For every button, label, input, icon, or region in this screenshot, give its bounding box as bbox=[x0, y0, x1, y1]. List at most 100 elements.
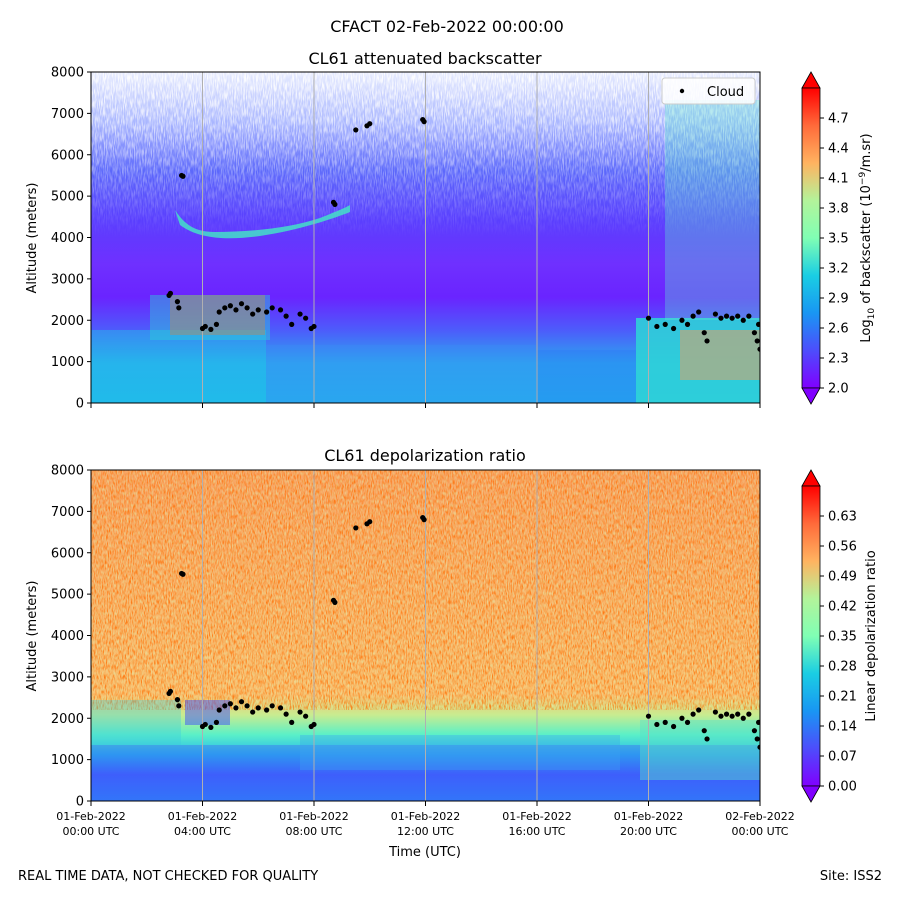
site-label: Site: ISS2 bbox=[819, 869, 882, 884]
cloud-point bbox=[684, 321, 691, 327]
cloud-point bbox=[645, 713, 652, 719]
cloud-point bbox=[679, 715, 685, 721]
cloud-point bbox=[289, 719, 295, 725]
cloud-point bbox=[255, 705, 261, 711]
cloud-point bbox=[684, 719, 691, 725]
backscatter-x-tick-marks bbox=[90, 403, 761, 408]
cloud-point bbox=[202, 323, 208, 330]
cloud-point bbox=[729, 713, 735, 719]
cloud-point bbox=[283, 711, 289, 717]
x-tick-time: 12:00 UTC bbox=[397, 825, 454, 838]
cloud-point bbox=[645, 315, 652, 321]
cloud-point bbox=[244, 703, 250, 709]
colorbar-tick-label: 2.3 bbox=[828, 352, 849, 367]
cloud-point bbox=[167, 290, 174, 296]
y-tick-label: 5000 bbox=[51, 190, 84, 205]
depolarization-colorbar-label: Linear depolarization ratio bbox=[864, 550, 879, 721]
colorbar-tick-label: 0.21 bbox=[828, 690, 857, 705]
backscatter-y-label: Altitude (meters) bbox=[25, 183, 40, 294]
cloud-point bbox=[311, 323, 317, 330]
cloud-point bbox=[264, 707, 270, 713]
cloud-point bbox=[167, 688, 174, 694]
cloud-point bbox=[180, 571, 186, 577]
x-tick-time: 08:00 UTC bbox=[285, 825, 342, 838]
y-tick-label: 6000 bbox=[51, 148, 84, 163]
cloud-point bbox=[277, 307, 284, 313]
cloud-point bbox=[757, 346, 760, 352]
cloud-point bbox=[367, 519, 373, 525]
y-tick-label: 7000 bbox=[51, 107, 84, 122]
cloud-point bbox=[216, 707, 222, 713]
cloud-point bbox=[757, 744, 760, 750]
cloud-point bbox=[712, 311, 719, 317]
cloud-point bbox=[756, 321, 760, 327]
y-tick-label: 0 bbox=[76, 397, 84, 412]
cloud-point bbox=[250, 311, 256, 317]
y-tick-label: 1000 bbox=[51, 355, 84, 370]
cloud-point bbox=[712, 709, 719, 715]
y-tick-label: 3000 bbox=[51, 272, 84, 287]
colorbar-tick-label: 3.8 bbox=[828, 202, 849, 217]
cloud-point bbox=[690, 711, 696, 717]
cloud-point bbox=[696, 707, 702, 713]
backscatter-gridlines bbox=[202, 72, 649, 403]
x-tick-time: 20:00 UTC bbox=[620, 825, 677, 838]
figure-title: CFACT 02-Feb-2022 00:00:00 bbox=[330, 17, 564, 36]
cloud-point bbox=[754, 338, 760, 344]
colorbar-tick-label: 0.14 bbox=[828, 720, 857, 735]
cloud-point bbox=[704, 338, 710, 344]
cloud-point bbox=[227, 701, 233, 707]
x-tick-date: 01-Feb-2022 bbox=[502, 810, 571, 823]
cloud-point bbox=[751, 330, 758, 336]
cloud-point bbox=[303, 315, 309, 321]
x-tick-date: 02-Feb-2022 bbox=[725, 810, 794, 823]
colorbar-tick-label: 0.49 bbox=[828, 570, 857, 585]
y-tick-label: 8000 bbox=[51, 66, 84, 81]
cloud-point bbox=[227, 303, 233, 309]
cloud-point bbox=[213, 321, 220, 327]
cloud-point bbox=[255, 307, 261, 313]
depolarization-y-ticks: 0 1000 2000 3000 4000 5000 6000 7000 8000 bbox=[51, 464, 91, 810]
colorbar-tick-label: 4.1 bbox=[828, 172, 849, 187]
depolarization-y-label: Altitude (meters) bbox=[25, 581, 40, 692]
cloud-point bbox=[269, 305, 275, 311]
cloud-point bbox=[250, 709, 256, 715]
cloud-point bbox=[289, 321, 295, 327]
cloud-point bbox=[701, 728, 707, 734]
colorbar-tick-label: 0.63 bbox=[828, 510, 857, 525]
x-tick-date: 01-Feb-2022 bbox=[391, 810, 460, 823]
cloud-point bbox=[222, 305, 228, 311]
colorbar-tick-label: 0.00 bbox=[828, 780, 857, 795]
y-tick-label: 5000 bbox=[51, 588, 84, 603]
cloud-point bbox=[367, 121, 373, 127]
colorbar-tick-label: 3.5 bbox=[828, 232, 849, 247]
cloud-point bbox=[670, 723, 677, 730]
cloud-legend: Cloud bbox=[661, 77, 756, 105]
backscatter-y-ticks: 0 1000 2000 3000 4000 5000 6000 7000 8000 bbox=[51, 66, 91, 412]
cloud-point bbox=[421, 119, 427, 125]
cloud-point bbox=[202, 721, 208, 728]
y-tick-label: 6000 bbox=[51, 546, 84, 561]
colorbar-tick-label: 4.7 bbox=[828, 112, 849, 127]
colorbar-tick-label: 0.35 bbox=[828, 630, 857, 645]
cloud-point bbox=[729, 315, 735, 321]
depolarization-title: CL61 depolarization ratio bbox=[324, 446, 526, 465]
cloud-point bbox=[654, 323, 660, 330]
cloud-point bbox=[662, 719, 668, 725]
cloud-point bbox=[746, 313, 752, 319]
cloud-point bbox=[718, 315, 724, 321]
cloud-point bbox=[754, 736, 760, 742]
depolarization-panel: CL61 depolarization ratio 0 1000 2000 3000 4… bbox=[25, 446, 879, 860]
cloud-point bbox=[233, 705, 239, 711]
cloud-legend-label: Cloud bbox=[707, 85, 744, 100]
colorbar-tick-label: 0.28 bbox=[828, 660, 857, 675]
cloud-point bbox=[233, 307, 239, 313]
time-x-ticks: 01-Feb-2022 00:00 UTC 01-Feb-2022 04:00 UTC… bbox=[56, 801, 795, 838]
y-tick-label: 0 bbox=[76, 795, 84, 810]
cloud-point bbox=[213, 719, 220, 725]
y-tick-label: 3000 bbox=[51, 670, 84, 685]
backscatter-colorbar: 2.0 2.3 2.6 2.9 3.2 3.5 3.8 4.1 4.4 4.7 Log10 of … bbox=[801, 71, 877, 405]
colorbar-tick-label: 2.0 bbox=[828, 382, 849, 397]
cloud-point bbox=[264, 309, 270, 315]
